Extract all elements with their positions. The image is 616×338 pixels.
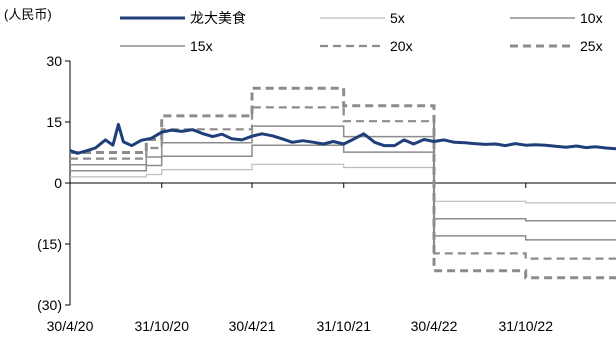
y-tick-label: 15 — [46, 114, 62, 130]
x-tick-label: 30/4/20 — [47, 318, 94, 334]
band-line-15x — [70, 125, 616, 241]
legend-label-1: 5x — [390, 10, 405, 26]
y-tick-label: 30 — [46, 53, 62, 69]
x-tick-label: 31/10/22 — [498, 318, 553, 334]
x-tick-label: 31/10/20 — [134, 318, 189, 334]
price-series-line — [69, 122, 616, 155]
y-tick-label: (30) — [37, 297, 62, 313]
y-tick-label: (15) — [37, 236, 62, 252]
legend-label-2: 10x — [580, 10, 603, 26]
y-tick-label: 0 — [54, 175, 62, 191]
price-line-group — [69, 122, 616, 155]
x-tick-label: 30/4/21 — [229, 318, 276, 334]
band-line-10x — [70, 144, 616, 222]
legend-label-4: 20x — [390, 38, 413, 54]
legend-label-5: 25x — [580, 38, 603, 54]
x-tick-label: 31/10/21 — [316, 318, 371, 334]
y-axis-unit-label: (人民币) — [4, 7, 52, 22]
legend-label-3: 15x — [190, 38, 213, 54]
band-line-20x — [70, 106, 616, 260]
axes: 30 15 0 (15) (30) 30/4/20 31/10/20 30/4/21 31/10… — [37, 53, 616, 334]
legend-label-0: 龙大美食 — [190, 10, 246, 26]
x-tick-label: 30/4/22 — [411, 318, 458, 334]
band-line-5x — [70, 163, 616, 204]
legend: 龙大美食 5x 10x 15x 20x 25x — [120, 10, 603, 54]
